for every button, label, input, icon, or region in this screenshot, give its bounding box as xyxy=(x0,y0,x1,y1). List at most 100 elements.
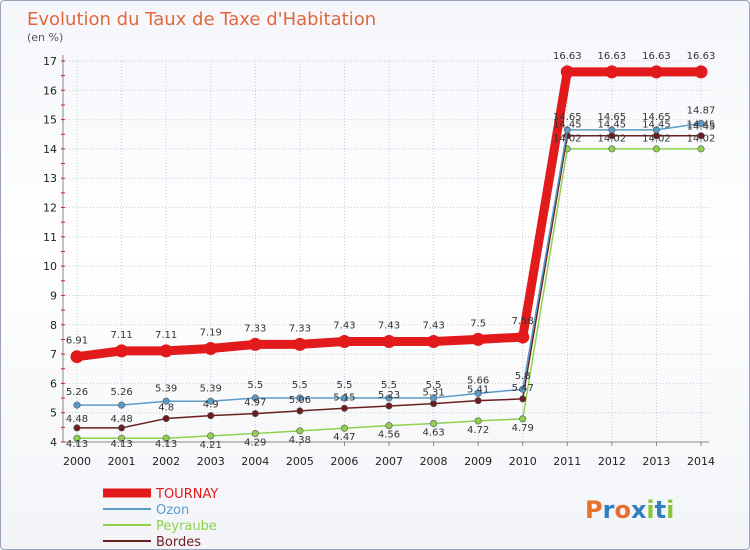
data-point-bordes xyxy=(340,404,348,412)
data-point-peyraube xyxy=(519,415,527,423)
data-label: 7.58 xyxy=(512,316,534,327)
data-point-tournay xyxy=(605,65,619,79)
data-label: 5.23 xyxy=(378,390,400,401)
series-line-ozon xyxy=(77,122,702,406)
data-point-ozon xyxy=(296,394,304,402)
x-tick-label: 2009 xyxy=(464,455,492,468)
data-label: 4.97 xyxy=(244,398,266,409)
data-point-ozon xyxy=(118,401,126,409)
data-point-ozon xyxy=(563,126,571,134)
x-tick-label: 2001 xyxy=(108,455,136,468)
data-label: 16.63 xyxy=(687,51,716,62)
data-label: 4.29 xyxy=(244,438,266,449)
y-tick-label: 17 xyxy=(43,55,57,68)
y-tick-label: 11 xyxy=(43,231,57,244)
data-label: 5.15 xyxy=(333,392,355,403)
data-label: 7.43 xyxy=(333,320,355,331)
data-label: 7.11 xyxy=(110,330,132,341)
y-tick-label: 7 xyxy=(50,348,57,361)
data-label: 4.56 xyxy=(378,430,400,441)
data-label: 14.45 xyxy=(687,120,716,131)
logo-letter: i xyxy=(646,496,654,524)
data-point-ozon xyxy=(652,126,660,134)
data-label: 7.33 xyxy=(244,323,266,334)
data-label: 14.45 xyxy=(642,120,671,131)
data-label: 4.9 xyxy=(203,400,219,411)
data-label: 4.48 xyxy=(66,414,88,425)
y-tick-label: 13 xyxy=(43,172,57,185)
data-point-peyraube xyxy=(251,430,259,438)
y-tick-label: 9 xyxy=(50,289,57,302)
data-label: 5.41 xyxy=(467,385,489,396)
data-point-bordes xyxy=(385,402,393,410)
data-label: 5.39 xyxy=(155,383,177,394)
data-label: 5.66 xyxy=(467,375,489,386)
data-point-peyraube xyxy=(474,417,482,425)
legend-label-tournay: TOURNAY xyxy=(155,487,218,502)
data-point-peyraube xyxy=(207,432,215,440)
data-point-ozon xyxy=(519,385,527,393)
data-point-tournay xyxy=(516,330,530,344)
data-label: 14.02 xyxy=(642,134,671,145)
data-label: 14.65 xyxy=(553,112,582,123)
data-label: 5.8 xyxy=(515,371,531,382)
data-label: 14.65 xyxy=(642,112,671,123)
x-tick-label: 2005 xyxy=(286,455,314,468)
data-label: 7.43 xyxy=(422,320,444,331)
data-label: 14.45 xyxy=(598,120,627,131)
x-tick-label: 2004 xyxy=(241,455,269,468)
grid-layer xyxy=(63,60,709,443)
data-label: 14.02 xyxy=(553,134,582,145)
data-point-peyraube xyxy=(340,424,348,432)
data-point-tournay xyxy=(694,65,708,79)
data-label: 4.13 xyxy=(66,439,88,450)
data-label: 4.48 xyxy=(110,414,132,425)
data-point-tournay xyxy=(427,334,441,348)
data-point-tournay xyxy=(649,65,663,79)
data-point-ozon xyxy=(474,389,482,397)
data-point-tournay xyxy=(159,344,173,358)
data-label: 14.02 xyxy=(687,134,716,145)
data-label: 4.21 xyxy=(200,440,222,451)
legend-label-ozon: Ozon xyxy=(156,503,189,518)
data-label: 5.5 xyxy=(292,380,308,391)
data-label: 5.5 xyxy=(426,380,442,391)
x-tick-label: 2006 xyxy=(330,455,358,468)
data-point-bordes xyxy=(162,415,170,423)
data-point-peyraube xyxy=(652,145,660,153)
chart-title: Evolution du Taux de Taxe d'Habitation xyxy=(27,9,376,30)
logo-letter: i xyxy=(666,496,674,524)
label-layer: 6.91 7.11 7.11 7.19 7.33 7.33 7.43 7.43 7.43 7.5 7… xyxy=(66,51,715,451)
data-label: 5.5 xyxy=(381,380,397,391)
y-tick-label: 4 xyxy=(50,436,57,449)
x-tick-label: 2012 xyxy=(598,455,626,468)
data-point-tournay xyxy=(70,350,84,364)
logo-letter: r xyxy=(603,496,615,524)
data-point-ozon xyxy=(608,126,616,134)
y-tick-label: 12 xyxy=(43,202,57,215)
legend-label-bordes: Bordes xyxy=(156,535,201,550)
x-tick-label: 2013 xyxy=(642,455,670,468)
data-point-tournay xyxy=(115,344,129,358)
y-tick-label: 14 xyxy=(43,143,57,156)
data-label: 6.91 xyxy=(66,336,88,347)
y-tick-label: 8 xyxy=(50,319,57,332)
data-point-peyraube xyxy=(118,434,126,442)
data-point-bordes xyxy=(251,410,259,418)
data-label: 5.06 xyxy=(289,395,311,406)
data-point-ozon xyxy=(162,397,170,405)
data-label: 7.19 xyxy=(200,328,222,339)
logo-letter: P xyxy=(585,496,603,524)
data-label: 4.79 xyxy=(512,423,534,434)
data-label: 4.72 xyxy=(467,425,489,436)
data-point-tournay xyxy=(293,337,307,351)
data-label: 14.45 xyxy=(687,121,716,132)
x-tick-label: 2008 xyxy=(420,455,448,468)
x-tick-label: 2003 xyxy=(197,455,225,468)
proxiti-logo: Proxiti xyxy=(585,496,674,524)
data-label: 14.87 xyxy=(687,105,716,116)
data-label: 16.63 xyxy=(642,51,671,62)
data-point-bordes xyxy=(296,407,304,415)
data-point-tournay xyxy=(337,334,351,348)
